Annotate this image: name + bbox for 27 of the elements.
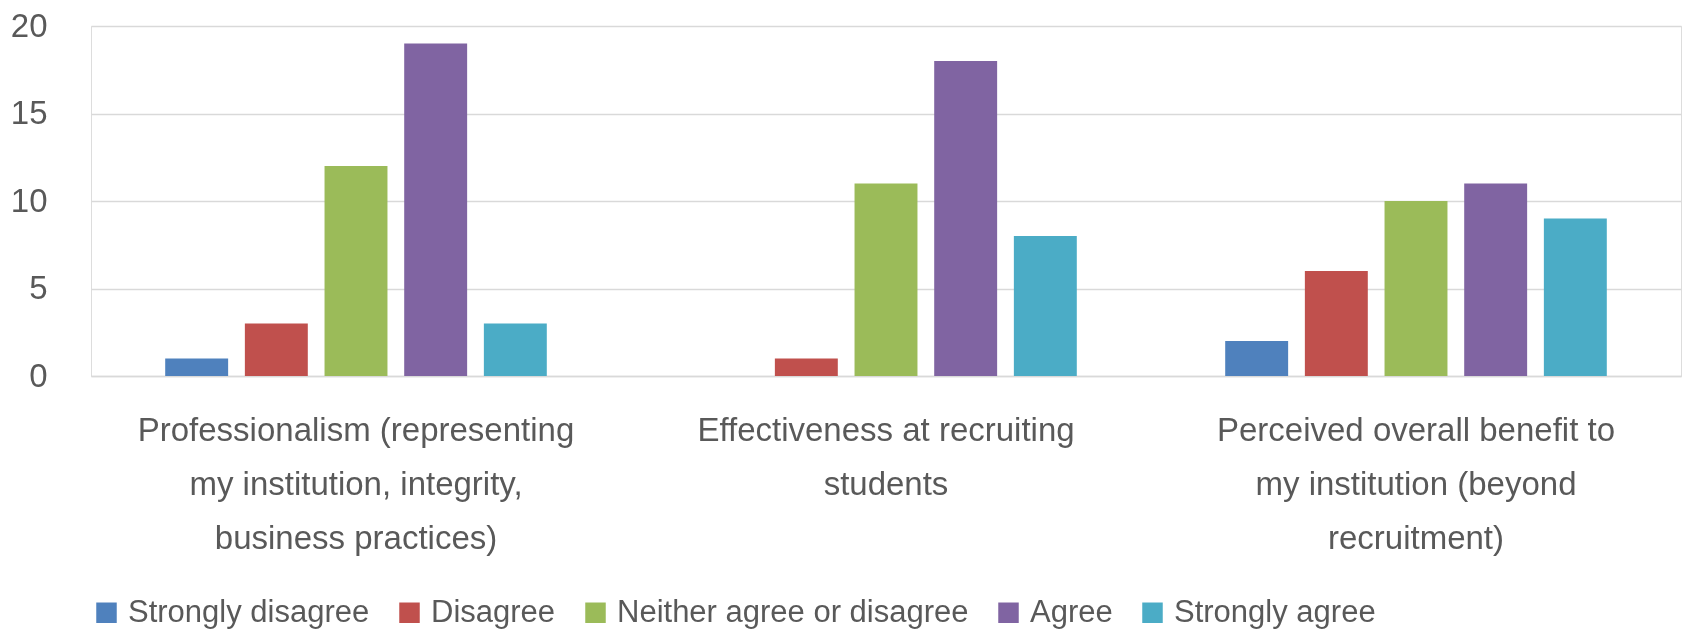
legend-label: Disagree	[431, 593, 556, 629]
bar	[774, 358, 838, 376]
bar	[1384, 201, 1448, 376]
y-tick-label: 10	[10, 181, 48, 219]
bar	[483, 323, 547, 376]
x-tick-label: Professionalism (representing my institution, integrity, business practices)	[137, 410, 575, 556]
bar	[244, 323, 308, 376]
legend-label: Neither agree or disagree	[617, 593, 969, 629]
bar	[404, 43, 468, 376]
bar	[324, 166, 388, 376]
y-tick-label: 20	[10, 6, 48, 44]
bar	[1304, 271, 1368, 376]
x-tick-label: Effectiveness at recruiting students	[697, 410, 1075, 502]
y-tick-label: 5	[29, 269, 48, 306]
bar	[1225, 341, 1289, 376]
bar	[1464, 183, 1528, 376]
legend-label: Strongly disagree	[128, 593, 370, 629]
bar	[854, 183, 918, 376]
y-tick-label: 0	[29, 356, 48, 394]
bar	[1543, 218, 1607, 376]
x-tick-label: Perceived overall benefit to my institution (beyond recruitment)	[1216, 410, 1616, 556]
bar	[1013, 236, 1077, 376]
legend-label: Agree	[1030, 593, 1113, 629]
bar	[934, 61, 998, 376]
bar	[165, 358, 229, 376]
y-tick-label: 15	[10, 94, 48, 131]
legend-label: Strongly agree	[1174, 593, 1376, 629]
